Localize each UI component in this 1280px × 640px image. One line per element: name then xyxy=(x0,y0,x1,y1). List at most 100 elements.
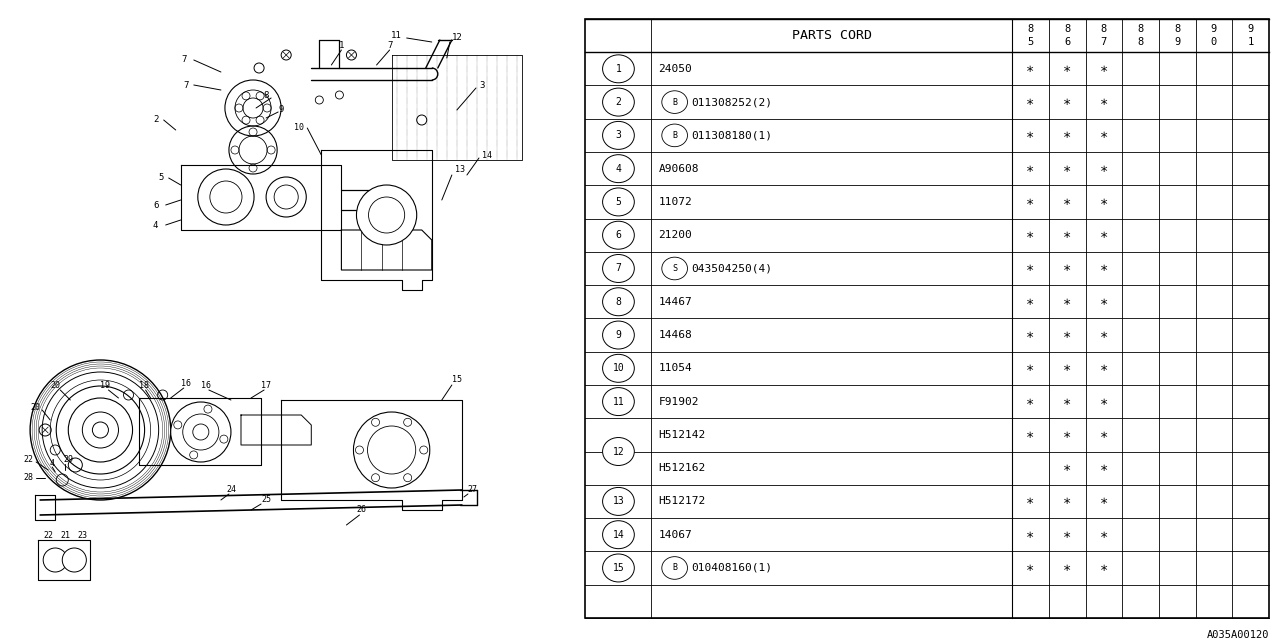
Text: ∗: ∗ xyxy=(1027,129,1034,142)
Text: 6: 6 xyxy=(1064,37,1070,47)
Text: 25: 25 xyxy=(261,495,271,504)
Text: 9: 9 xyxy=(1174,37,1180,47)
Text: A035A00120: A035A00120 xyxy=(1206,630,1268,640)
Text: 4: 4 xyxy=(152,221,159,230)
Text: 22: 22 xyxy=(23,456,33,465)
Text: ∗: ∗ xyxy=(1100,461,1108,475)
Text: 9: 9 xyxy=(1211,24,1217,34)
Text: ∗: ∗ xyxy=(1100,428,1108,442)
Text: ∗: ∗ xyxy=(1027,295,1034,308)
Text: 3: 3 xyxy=(616,131,621,140)
Text: ∗: ∗ xyxy=(1100,362,1108,375)
Circle shape xyxy=(31,360,170,500)
Text: 4: 4 xyxy=(50,458,55,467)
Text: B: B xyxy=(672,563,677,572)
Text: 11: 11 xyxy=(613,397,625,406)
Text: ∗: ∗ xyxy=(1027,162,1034,175)
Text: 16: 16 xyxy=(180,378,191,387)
Circle shape xyxy=(603,155,635,182)
Circle shape xyxy=(356,185,417,245)
Text: 15: 15 xyxy=(452,376,462,385)
Text: ∗: ∗ xyxy=(1100,162,1108,175)
Circle shape xyxy=(662,557,687,579)
Circle shape xyxy=(335,91,343,99)
Text: H512172: H512172 xyxy=(658,497,705,506)
Text: 2: 2 xyxy=(616,97,621,107)
Text: ∗: ∗ xyxy=(1027,62,1034,76)
Text: 7: 7 xyxy=(1101,37,1107,47)
Text: 22: 22 xyxy=(44,531,54,540)
Text: ∗: ∗ xyxy=(1100,262,1108,275)
Circle shape xyxy=(603,122,635,149)
Circle shape xyxy=(353,412,430,488)
Text: 13: 13 xyxy=(454,166,465,175)
Text: 011308252(2): 011308252(2) xyxy=(691,97,773,107)
Text: 2: 2 xyxy=(152,115,159,125)
Circle shape xyxy=(603,554,635,582)
Text: 5: 5 xyxy=(1028,37,1034,47)
Text: 14: 14 xyxy=(483,150,492,159)
Circle shape xyxy=(603,221,635,249)
Text: 10: 10 xyxy=(613,364,625,373)
Text: 7: 7 xyxy=(616,264,621,273)
Text: 6: 6 xyxy=(616,230,621,240)
Text: 28: 28 xyxy=(23,474,33,483)
Text: ∗: ∗ xyxy=(1100,295,1108,308)
Text: 12: 12 xyxy=(452,33,462,42)
Text: B: B xyxy=(672,131,677,140)
Text: 14: 14 xyxy=(613,530,625,540)
Circle shape xyxy=(253,63,264,73)
Text: H512142: H512142 xyxy=(658,430,705,440)
Text: 21: 21 xyxy=(60,531,70,540)
Text: ∗: ∗ xyxy=(1062,561,1071,575)
Text: 9: 9 xyxy=(616,330,621,340)
Text: ∗: ∗ xyxy=(1062,461,1071,475)
Text: ∗: ∗ xyxy=(1062,228,1071,242)
Text: 4: 4 xyxy=(616,164,621,173)
Text: 0: 0 xyxy=(1211,37,1217,47)
Circle shape xyxy=(603,188,635,216)
Text: 1: 1 xyxy=(339,40,344,49)
Text: ∗: ∗ xyxy=(1062,95,1071,109)
Text: ∗: ∗ xyxy=(1027,195,1034,209)
Text: PARTS CORD: PARTS CORD xyxy=(792,29,872,42)
Text: 11054: 11054 xyxy=(658,364,692,373)
Circle shape xyxy=(170,402,230,462)
Text: 13: 13 xyxy=(613,497,625,506)
Circle shape xyxy=(63,548,86,572)
Text: 8: 8 xyxy=(1138,37,1143,47)
Text: 14467: 14467 xyxy=(658,297,692,307)
Circle shape xyxy=(603,438,635,465)
Text: ∗: ∗ xyxy=(1062,162,1071,175)
Text: 16: 16 xyxy=(201,381,211,390)
Text: 26: 26 xyxy=(357,506,366,515)
Text: 29: 29 xyxy=(63,456,73,465)
Text: 24: 24 xyxy=(227,486,236,495)
Text: 9: 9 xyxy=(1248,24,1253,34)
Text: 18: 18 xyxy=(138,381,148,390)
Text: 8: 8 xyxy=(1174,24,1180,34)
Text: H512162: H512162 xyxy=(658,463,705,473)
Text: ∗: ∗ xyxy=(1100,62,1108,76)
Text: 7: 7 xyxy=(180,56,187,65)
Text: 011308180(1): 011308180(1) xyxy=(691,131,773,140)
Text: ∗: ∗ xyxy=(1100,528,1108,541)
Text: ∗: ∗ xyxy=(1062,362,1071,375)
Circle shape xyxy=(662,257,687,280)
Text: A90608: A90608 xyxy=(658,164,699,173)
Text: 19: 19 xyxy=(100,381,110,390)
Circle shape xyxy=(603,288,635,316)
Circle shape xyxy=(44,548,68,572)
Text: 15: 15 xyxy=(613,563,625,573)
Text: 12: 12 xyxy=(613,447,625,456)
Text: 7: 7 xyxy=(387,40,392,49)
Text: 8: 8 xyxy=(1138,24,1143,34)
Text: 23: 23 xyxy=(77,531,87,540)
Text: ∗: ∗ xyxy=(1027,528,1034,541)
Text: 8: 8 xyxy=(1101,24,1107,34)
Text: 14468: 14468 xyxy=(658,330,692,340)
Text: ∗: ∗ xyxy=(1062,428,1071,442)
Text: 1: 1 xyxy=(1248,37,1253,47)
Text: ∗: ∗ xyxy=(1062,62,1071,76)
Text: 10: 10 xyxy=(294,124,305,132)
